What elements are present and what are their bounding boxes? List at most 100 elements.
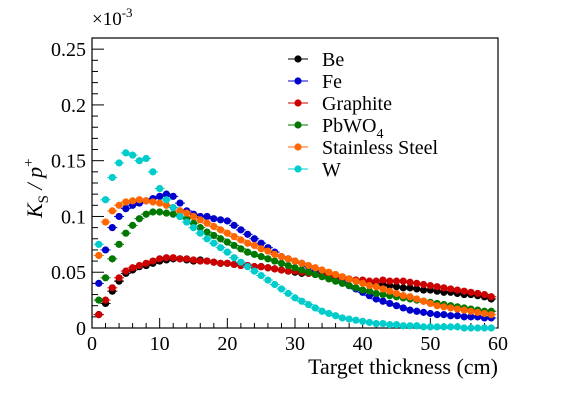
data-point <box>189 212 198 221</box>
data-point <box>95 279 103 287</box>
x-tick-label: 40 <box>353 333 373 355</box>
data-point <box>115 201 123 209</box>
x-tick-label: 10 <box>150 333 170 355</box>
data-point <box>230 221 238 229</box>
data-point <box>176 199 184 207</box>
data-point <box>108 284 116 292</box>
y-tick-label: 0.2 <box>61 95 86 117</box>
data-point <box>365 282 374 290</box>
data-point <box>108 224 116 232</box>
data-point <box>372 319 380 328</box>
data-point <box>406 322 414 330</box>
data-point <box>203 257 211 265</box>
data-point <box>487 293 495 301</box>
legend-entry-be: Be <box>288 49 344 71</box>
data-point <box>216 216 225 224</box>
data-point <box>406 306 414 314</box>
data-point <box>210 239 218 247</box>
data-point <box>108 255 116 263</box>
data-point <box>95 251 103 260</box>
data-point <box>169 254 177 262</box>
data-point <box>230 254 238 262</box>
data-point <box>433 302 441 310</box>
data-point <box>379 290 387 299</box>
series-stainless-steel <box>93 196 497 319</box>
data-point <box>413 279 421 287</box>
data-point <box>372 277 380 285</box>
legend-label: Stainless Steel <box>322 137 439 159</box>
data-point <box>426 282 434 290</box>
legend-marker <box>294 77 302 85</box>
data-point <box>122 198 130 206</box>
data-point <box>433 323 441 331</box>
data-point <box>216 244 225 252</box>
data-point <box>304 300 313 309</box>
data-point <box>210 258 218 266</box>
data-point <box>101 274 110 282</box>
data-point <box>379 319 387 328</box>
data-point <box>250 267 258 275</box>
legend-marker <box>294 143 302 151</box>
data-point <box>433 311 441 319</box>
data-point <box>223 238 231 246</box>
data-point <box>406 284 414 292</box>
data-point <box>95 296 103 304</box>
data-point <box>162 209 171 217</box>
legend-marker <box>294 55 302 63</box>
data-point <box>426 323 434 331</box>
data-point <box>250 241 258 250</box>
legend-label: Fe <box>322 71 342 93</box>
legend-marker <box>294 99 302 107</box>
data-point <box>419 286 428 294</box>
data-point <box>115 159 123 167</box>
legend-label: Be <box>322 49 344 71</box>
legend-entry-w: W <box>288 159 341 181</box>
data-point <box>447 312 455 320</box>
data-point <box>257 263 265 271</box>
data-point <box>122 205 130 213</box>
data-point <box>108 173 116 182</box>
data-point <box>399 277 407 285</box>
data-point <box>264 276 272 284</box>
legend-marker <box>294 121 302 129</box>
data-point <box>440 311 448 319</box>
y-axis-label: KS / p+ <box>21 158 52 219</box>
legend-label: Graphite <box>322 93 392 115</box>
y-tick-label: 0.25 <box>51 39 86 61</box>
data-point <box>203 219 211 227</box>
data-point <box>216 235 225 243</box>
data-point <box>277 266 286 274</box>
data-point <box>352 316 360 324</box>
data-point <box>210 231 218 240</box>
data-point <box>210 215 218 223</box>
data-point <box>453 312 461 320</box>
data-point <box>271 280 279 289</box>
data-point <box>101 296 110 304</box>
data-point <box>122 229 130 237</box>
series-pbwo <box>93 208 497 315</box>
x-axis-label: Target thickness (cm) <box>308 354 498 379</box>
data-point <box>244 230 252 238</box>
data-point <box>271 265 279 273</box>
data-point <box>203 235 211 243</box>
legend-label: W <box>322 159 341 181</box>
data-point <box>474 289 482 298</box>
data-point <box>176 255 184 263</box>
data-point <box>115 274 123 282</box>
data-point <box>399 292 407 300</box>
data-point <box>345 315 353 323</box>
data-point <box>203 228 211 236</box>
data-point <box>142 197 150 205</box>
data-point <box>237 258 245 266</box>
data-point <box>399 284 407 292</box>
data-point <box>474 324 482 332</box>
data-point <box>176 212 184 221</box>
y-multiplier: ×10-3 <box>92 5 133 30</box>
data-point <box>149 198 157 206</box>
data-point <box>311 304 319 312</box>
y-tick-label: 0.1 <box>61 206 86 228</box>
data-point <box>264 247 272 255</box>
data-point <box>237 236 245 244</box>
data-point <box>413 307 421 315</box>
data-point <box>210 222 218 231</box>
